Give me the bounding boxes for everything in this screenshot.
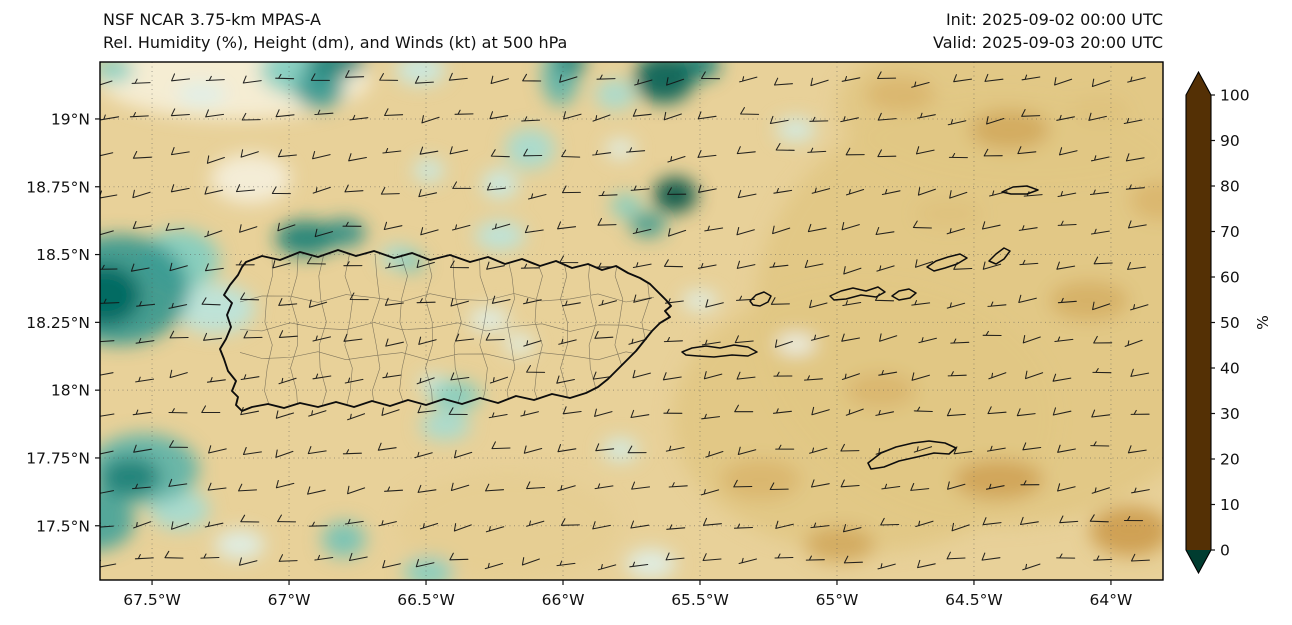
- x-tick-label: 65°W: [816, 591, 859, 609]
- colorbar-tick-label: 80: [1220, 178, 1240, 196]
- y-tick-label: 17.5°N: [36, 517, 90, 535]
- x-tick-label: 66°W: [542, 591, 585, 609]
- culebra-coastline: [749, 291, 772, 307]
- rh-patch: [100, 265, 141, 326]
- plot-title-block: NSF NCAR 3.75-km MPAS-A Rel. Humidity (%…: [103, 8, 567, 54]
- colorbar-tick-label: 100: [1220, 87, 1250, 105]
- axes: 67.5°W 67°W 66.5°W 66°W 65.5°W 65°W 64.5°W 64°W…: [26, 110, 1132, 609]
- x-tick-label: 65.5°W: [671, 591, 729, 609]
- coastlines: [219, 185, 1039, 470]
- st-thomas-coastline: [829, 286, 886, 301]
- map-area: [100, 62, 1163, 580]
- colorbar-tick-label: 70: [1220, 223, 1240, 241]
- municipality-boundaries: [239, 253, 655, 411]
- rh-patch: [100, 490, 135, 551]
- puerto-rico-coastline: [219, 249, 672, 412]
- rh-patch: [321, 521, 366, 558]
- rh-patch: [953, 459, 1044, 500]
- colorbar-tick-label: 40: [1220, 360, 1240, 378]
- rh-patch: [629, 212, 667, 237]
- colorbar-tick-label: 60: [1220, 269, 1240, 287]
- rh-patch: [542, 62, 579, 106]
- colorbar-tick-label: 20: [1220, 451, 1240, 469]
- colorbar: [1185, 70, 1212, 575]
- wind-barb-glyphs: [100, 70, 1150, 571]
- rh-patch: [210, 153, 291, 204]
- rh-patch: [634, 62, 695, 104]
- rh-patch: [505, 128, 555, 169]
- rh-patch: [275, 220, 336, 257]
- colorbar-tick-label: 50: [1220, 314, 1240, 332]
- rh-patch: [914, 199, 985, 229]
- y-tick-label: 19°N: [51, 110, 90, 128]
- rh-patch: [176, 82, 227, 107]
- x-tick-label: 64.5°W: [945, 591, 1003, 609]
- rh-patch: [1130, 180, 1163, 221]
- rh-patch: [100, 62, 134, 82]
- rh-patch: [481, 169, 519, 199]
- rh-patch: [413, 158, 444, 183]
- valid-time: Valid: 2025-09-03 20:00 UTC: [932, 33, 1163, 52]
- rh-patch: [775, 334, 816, 355]
- rh-patch: [294, 69, 345, 110]
- colorbar-tick-label: 30: [1220, 405, 1240, 423]
- rh-patch: [969, 109, 1050, 150]
- model-title: NSF NCAR 3.75-km MPAS-A: [103, 10, 321, 29]
- rh-patch: [403, 557, 454, 580]
- rh-patch: [602, 437, 639, 462]
- x-tick-label: 64°W: [1090, 591, 1133, 609]
- tortola-coastline: [926, 253, 968, 272]
- y-tick-label: 18.25°N: [26, 314, 90, 332]
- plot-border: [99, 61, 1164, 581]
- rh-patch: [556, 62, 587, 74]
- rh-patch: [305, 62, 366, 77]
- rh-patch: [395, 62, 446, 85]
- virgin-gorda-coastline: [988, 247, 1011, 265]
- rh-patch: [1049, 280, 1129, 321]
- rh-patch: [775, 117, 816, 142]
- rh-patch: [1090, 506, 1163, 557]
- init-time: Init: 2025-09-02 00:00 UTC: [945, 10, 1163, 29]
- rh-patch: [625, 548, 676, 579]
- rh-patch: [610, 193, 642, 218]
- colorbar-tick-label: 0: [1220, 542, 1230, 560]
- colorbar-tick-label: 90: [1220, 132, 1240, 150]
- y-tick-label: 18°N: [51, 382, 90, 400]
- st-croix-coastline: [867, 440, 957, 470]
- time-block: Init: 2025-09-02 00:00 UTC Valid: 2025-0…: [933, 8, 1163, 54]
- vieques-coastline: [681, 344, 758, 358]
- x-tick-label: 67.5°W: [123, 591, 181, 609]
- rh-patch: [864, 76, 936, 113]
- wind-barbs: [100, 70, 1150, 571]
- colorbar-axis-label: %: [1254, 315, 1272, 330]
- y-tick-label: 18.75°N: [26, 178, 90, 196]
- rh-patch: [420, 410, 471, 441]
- rh-patch: [175, 283, 256, 334]
- colorbar-tick-label: 10: [1220, 496, 1240, 514]
- rh-patch: [845, 372, 916, 409]
- rh-patch: [214, 529, 265, 560]
- rh-patch: [469, 307, 509, 332]
- rh-patch: [1070, 95, 1130, 126]
- rh-patch: [653, 177, 698, 213]
- colorbar-group: 0 10 20 30 40 50 60 70 80 90 100%: [1185, 70, 1272, 575]
- rh-patch: [804, 526, 875, 563]
- y-tick-label: 17.75°N: [26, 449, 90, 467]
- rh-patch: [595, 79, 636, 110]
- x-tick-label: 67°W: [268, 591, 311, 609]
- anegada-coastline: [1001, 185, 1039, 195]
- rh-patch: [100, 456, 160, 497]
- rh-patch: [431, 380, 482, 411]
- x-tick-label: 66.5°W: [397, 591, 455, 609]
- rh-patch: [605, 138, 636, 159]
- rh-patch: [475, 220, 525, 251]
- y-tick-label: 18.5°N: [36, 246, 90, 264]
- rh-patch: [720, 459, 801, 500]
- field-subtitle: Rel. Humidity (%), Height (dm), and Wind…: [103, 33, 568, 52]
- st-john-coastline: [891, 288, 917, 301]
